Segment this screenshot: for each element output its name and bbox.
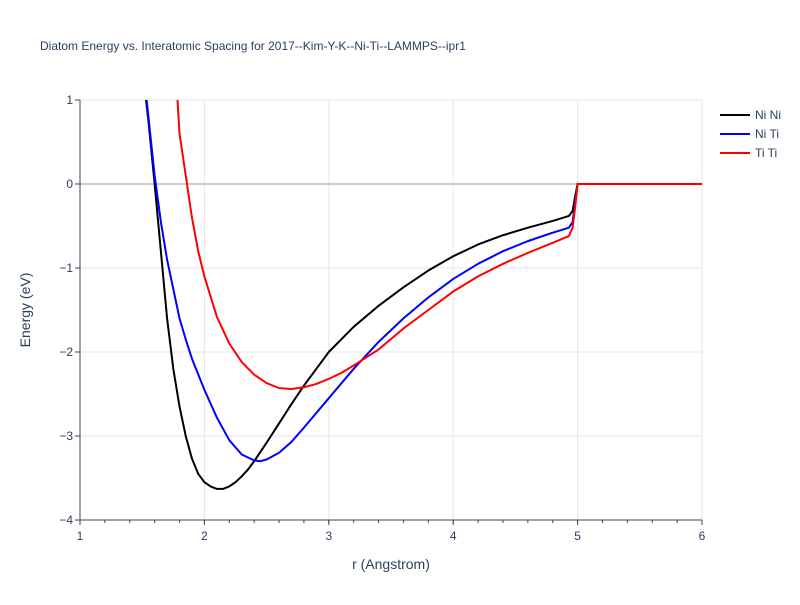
y-tick-label: −3 (59, 429, 73, 443)
x-tick-label: 3 (325, 529, 332, 543)
series-line-ni-ni (145, 100, 702, 490)
y-tick-label: −1 (59, 261, 73, 275)
x-axis-title: r (Angstrom) (352, 556, 430, 572)
legend-label: Ni Ni (755, 108, 781, 122)
legend-item[interactable]: Ti Ti (720, 146, 777, 160)
x-tick-label: 6 (699, 529, 706, 543)
series-group (145, 100, 702, 490)
legend-item[interactable]: Ni Ti (720, 127, 779, 141)
legend-label: Ti Ti (755, 146, 777, 160)
series-line-ti-ti (176, 100, 702, 390)
x-tick-label: 2 (201, 529, 208, 543)
y-tick-label: 1 (66, 93, 73, 107)
series-line-ni-ti (145, 100, 702, 463)
x-tick-label: 4 (450, 529, 457, 543)
axes (75, 99, 703, 525)
y-tick-label: 0 (66, 177, 73, 191)
legend-label: Ni Ti (755, 127, 779, 141)
chart-title: Diatom Energy vs. Interatomic Spacing fo… (40, 39, 466, 53)
y-tick-label: −4 (59, 513, 73, 527)
x-tick-label: 1 (77, 529, 84, 543)
x-tick-label: 5 (574, 529, 581, 543)
legend-item[interactable]: Ni Ni (720, 108, 781, 122)
grid (80, 99, 703, 520)
y-tick-label: −2 (59, 345, 73, 359)
y-axis-title: Energy (eV) (17, 273, 33, 348)
x-tick-labels: 1 2 3 4 5 6 (77, 529, 706, 543)
legend[interactable]: Ni Ni Ni Ti Ti Ti (720, 108, 781, 160)
y-tick-labels: 1 0 −1 −2 −3 −4 (59, 93, 73, 527)
